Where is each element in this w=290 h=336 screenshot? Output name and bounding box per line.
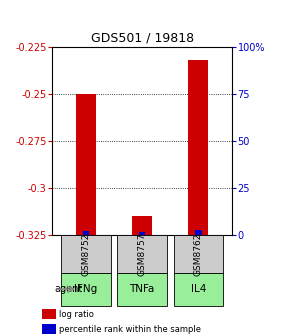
Bar [61, 235, 110, 272]
Bar [61, 272, 110, 306]
Text: agent: agent [54, 284, 82, 294]
Bar [117, 235, 167, 272]
Bar [76, 94, 96, 235]
Text: percentile rank within the sample: percentile rank within the sample [59, 325, 201, 334]
Bar [173, 235, 223, 272]
Text: IL4: IL4 [191, 284, 206, 294]
Bar [195, 230, 202, 235]
Text: IFNg: IFNg [74, 284, 97, 294]
Bar [188, 60, 208, 235]
Bar [132, 216, 152, 235]
Text: TNFa: TNFa [129, 284, 155, 294]
Text: GSM8757: GSM8757 [137, 232, 147, 276]
Bar [139, 233, 146, 235]
Text: GSM8752: GSM8752 [81, 232, 90, 276]
Bar [173, 272, 223, 306]
Bar [42, 324, 56, 335]
Text: GSM8762: GSM8762 [194, 232, 203, 276]
Text: log ratio: log ratio [59, 310, 94, 319]
Title: GDS501 / 19818: GDS501 / 19818 [90, 32, 194, 44]
Bar [42, 309, 56, 319]
Bar [83, 232, 89, 235]
Bar [117, 272, 167, 306]
